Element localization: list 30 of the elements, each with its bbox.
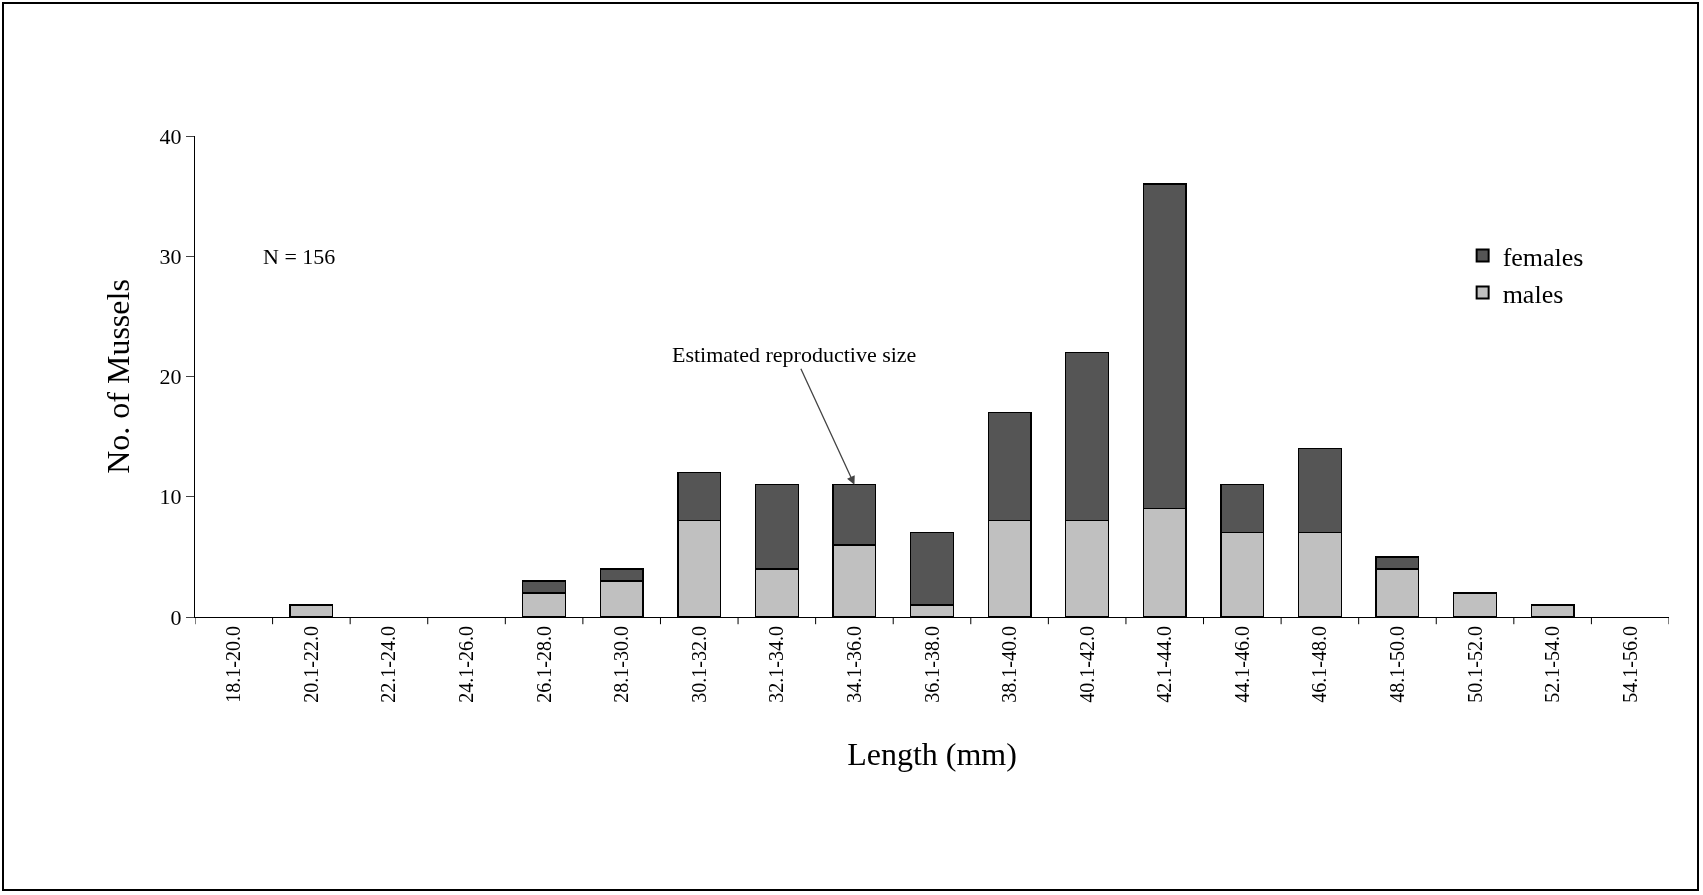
x-tick-label: 54.1-56.0 <box>1618 626 1641 703</box>
y-tick-label: 10 <box>159 484 182 510</box>
x-tick-label: 32.1-34.0 <box>765 626 788 703</box>
x-tick-label: 42.1-44.0 <box>1153 626 1176 703</box>
x-tick-label: 24.1-26.0 <box>455 626 478 703</box>
y-axis-title: No. of Mussels <box>99 279 136 474</box>
annotation: N = 156 <box>263 244 336 269</box>
x-tick-label: 52.1-54.0 <box>1541 626 1564 703</box>
x-tick-label: 18.1-20.0 <box>222 626 245 703</box>
x-tick-label: 44.1-46.0 <box>1230 626 1253 703</box>
x-tick-label: 50.1-52.0 <box>1463 626 1486 703</box>
x-tick-label: 20.1-22.0 <box>299 626 322 703</box>
x-tick-label: 46.1-48.0 <box>1308 626 1331 703</box>
x-axis-title: Length (mm) <box>847 735 1017 772</box>
x-tick-label: 40.1-42.0 <box>1075 626 1098 703</box>
annotation: Estimated reproductive size <box>672 342 917 367</box>
x-tick-label: 28.1-30.0 <box>610 626 633 703</box>
x-tick-label: 38.1-40.0 <box>998 626 1021 703</box>
x-tick-label: 48.1-50.0 <box>1385 626 1408 703</box>
y-tick-label: 30 <box>159 243 182 269</box>
x-tick-label: 22.1-24.0 <box>377 626 400 703</box>
x-tick-label: 34.1-36.0 <box>842 626 865 703</box>
x-tick-label: 26.1-28.0 <box>532 626 555 703</box>
x-tick-label: 36.1-38.0 <box>920 626 943 703</box>
y-tick-label: 20 <box>159 364 182 390</box>
y-tick-label: 40 <box>159 123 182 149</box>
legend-label: males <box>1502 279 1564 309</box>
y-tick-label: 0 <box>170 604 182 630</box>
legend-label: females <box>1502 242 1584 272</box>
x-tick-label: 30.1-32.0 <box>687 626 710 703</box>
